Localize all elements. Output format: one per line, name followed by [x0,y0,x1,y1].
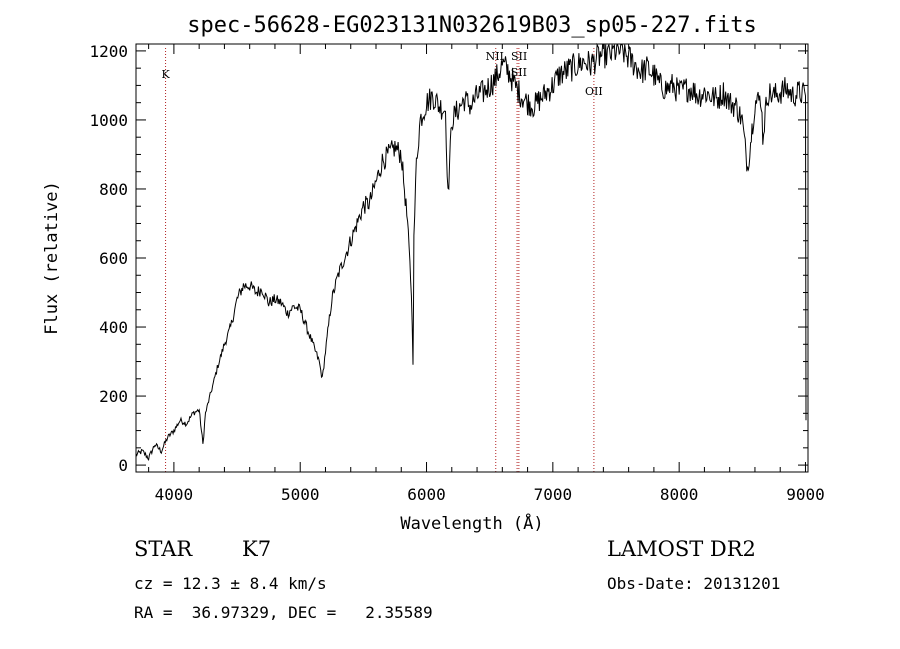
line-marker-label: SII [511,66,527,79]
chart-title: spec-56628-EG023131N032619B03_sp05-227.f… [187,13,757,38]
observation-date: Obs-Date: 20131201 [607,574,781,593]
line-marker-label: K [161,68,170,81]
line-marker-label: NII [486,50,504,63]
y-tick-label: 1200 [89,42,128,61]
survey-name: LAMOST DR2 [607,537,756,561]
x-tick-label: 7000 [534,485,573,504]
y-tick-label: 0 [118,456,128,475]
line-marker-label: SII [511,50,527,63]
x-tick-label: 6000 [407,485,446,504]
object-subclass: K7 [242,537,272,561]
y-tick-label: 800 [99,180,128,199]
object-class: STAR [134,537,193,561]
plot-frame [135,43,809,473]
x-tick-label: 4000 [155,485,194,504]
y-tick-label: 400 [99,318,128,337]
x-axis-label: Wavelength (Å) [400,512,543,534]
y-tick-label: 1000 [89,111,128,130]
line-markers: K NII SII SII OII [161,48,603,472]
x-tick-label: 9000 [786,485,825,504]
y-tick-label: 600 [99,249,128,268]
x-tick-label: 5000 [281,485,320,504]
ra-dec: RA = 36.97329, DEC = 2.35589 [134,603,433,622]
axis-ticks: 4000 5000 6000 7000 8000 9000 0 200 400 600 800 100… [89,42,824,504]
y-tick-label: 200 [99,387,128,406]
y-axis-label: Flux (relative) [42,181,62,335]
spectrum-line [135,42,807,461]
line-marker-label: OII [585,85,603,98]
redshift-cz: cz = 12.3 ± 8.4 km/s [134,574,327,593]
x-tick-label: 8000 [660,485,699,504]
